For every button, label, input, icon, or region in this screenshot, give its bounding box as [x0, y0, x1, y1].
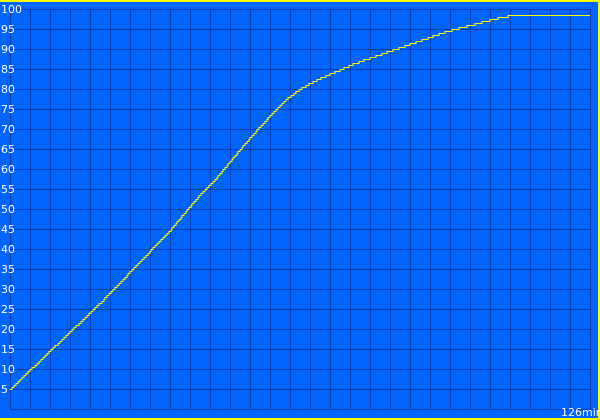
y-tick-label: 25 [1, 303, 15, 316]
series-line [10, 15, 590, 390]
y-tick-label: 60 [1, 163, 15, 176]
y-tick-label: 90 [1, 43, 15, 56]
y-tick-label: 35 [1, 263, 15, 276]
y-tick-label: 85 [1, 63, 15, 76]
y-tick-label: 80 [1, 83, 15, 96]
y-tick-label: 10 [1, 363, 15, 376]
y-tick-labels: 5 10 15 20 25 30 35 40 45 50 55 60 65 70 75 80 85 90 95 100 [1, 3, 22, 396]
y-tick-label: 75 [1, 103, 15, 116]
x-axis-end-label: 126min [561, 406, 600, 419]
y-tick-label: 5 [1, 383, 8, 396]
y-tick-label: 15 [1, 343, 15, 356]
y-tick-label: 70 [1, 123, 15, 136]
grid [10, 9, 591, 410]
y-tick-label: 50 [1, 203, 15, 216]
y-tick-label: 45 [1, 223, 15, 236]
y-tick-label: 65 [1, 143, 15, 156]
y-tick-label: 100 [1, 3, 22, 16]
y-tick-label: 40 [1, 243, 15, 256]
y-tick-label: 55 [1, 183, 15, 196]
y-tick-label: 95 [1, 23, 15, 36]
y-tick-label: 30 [1, 283, 15, 296]
y-tick-label: 20 [1, 323, 15, 336]
